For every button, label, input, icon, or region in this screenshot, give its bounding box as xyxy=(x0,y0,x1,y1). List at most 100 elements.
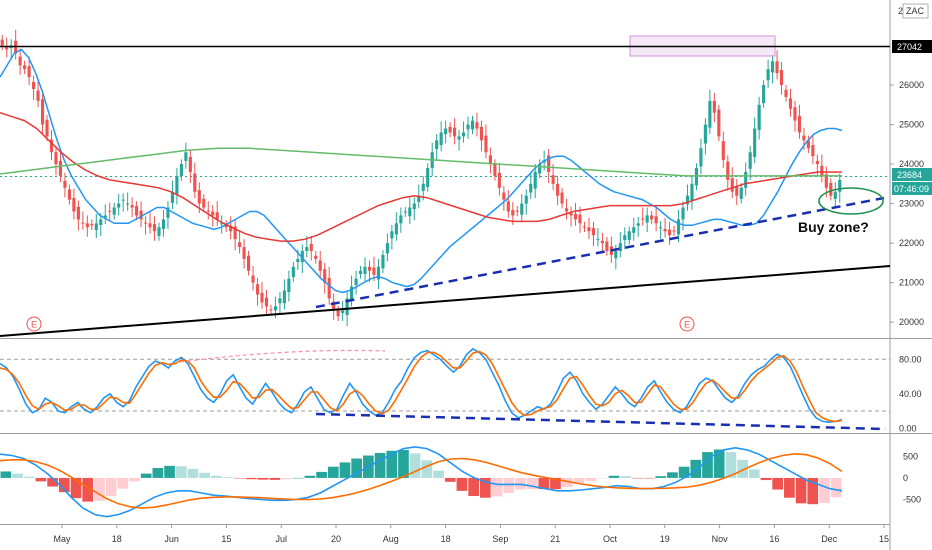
candle xyxy=(412,197,416,221)
candle-body xyxy=(27,66,31,78)
macd-histogram-bar xyxy=(246,477,257,480)
macd-histogram-bar xyxy=(456,477,468,491)
candle-body xyxy=(126,203,130,205)
macd-histogram-bar xyxy=(374,452,386,478)
candle-body xyxy=(838,179,842,192)
candle-body xyxy=(618,243,622,252)
candle-body xyxy=(461,132,466,137)
candle-body xyxy=(5,47,9,50)
candle-body xyxy=(676,219,681,235)
candle xyxy=(712,92,716,123)
candle xyxy=(81,211,85,230)
candle xyxy=(251,266,255,291)
candle-body xyxy=(596,239,600,241)
candle xyxy=(291,262,295,282)
earnings-marker-2[interactable]: E xyxy=(679,316,695,332)
candle-body xyxy=(193,173,197,192)
macd-histogram-bar xyxy=(795,477,807,504)
earnings-marker-1[interactable]: E xyxy=(26,316,42,332)
macd-histogram-bar xyxy=(608,475,620,478)
long-term-support-trendline xyxy=(0,265,891,337)
candle xyxy=(623,227,627,250)
candle-body xyxy=(278,298,282,304)
candle xyxy=(488,147,492,174)
candle-body xyxy=(40,99,45,125)
candle xyxy=(367,260,372,282)
macd-histogram-bar xyxy=(351,458,363,478)
candle xyxy=(255,277,260,306)
candle-body xyxy=(578,214,582,224)
candle xyxy=(775,50,779,80)
candle xyxy=(538,159,542,179)
macd-histogram-bar xyxy=(550,477,561,490)
candle-body xyxy=(188,156,192,172)
candle-body xyxy=(367,266,372,271)
candle-body xyxy=(721,141,725,161)
candle xyxy=(32,75,36,101)
time-axis-label: Dec xyxy=(821,534,838,544)
macd-histogram-bar xyxy=(468,477,479,497)
candle xyxy=(229,216,233,240)
macd-histogram-bar xyxy=(222,477,234,478)
candle-body xyxy=(412,203,416,210)
candle xyxy=(126,192,130,211)
candle xyxy=(318,251,322,279)
resistance-tag-text: 27042 xyxy=(897,42,922,52)
candle-body xyxy=(641,218,645,220)
macd-histogram-bar xyxy=(269,477,281,480)
time-axis-label: 15 xyxy=(879,534,889,544)
candle xyxy=(685,184,690,211)
candle xyxy=(466,116,470,139)
candle xyxy=(403,206,407,218)
candle-body xyxy=(475,122,479,129)
candle xyxy=(439,121,443,152)
candle-body xyxy=(538,164,542,174)
macd-histogram-bar xyxy=(234,477,246,479)
macd-histogram-bar xyxy=(117,477,129,489)
stochastic-trendline xyxy=(315,412,887,431)
candle-body xyxy=(417,195,421,203)
macd-histogram-bar xyxy=(538,477,550,490)
candle-body xyxy=(305,247,309,252)
price-axis-label: 22000 xyxy=(899,238,924,248)
candle-body xyxy=(0,39,4,46)
candle-body xyxy=(242,247,246,259)
candle xyxy=(0,34,4,51)
axes: 20000 21000 22000 23000 24000 25000 26000 0.00 4… xyxy=(53,80,924,544)
macd-axis-label: 0 xyxy=(903,473,908,483)
candle-body xyxy=(520,203,524,215)
candle xyxy=(161,209,166,237)
stochastic-axis-label: 40.00 xyxy=(899,389,922,399)
candle-body xyxy=(811,145,815,157)
macd-histogram-bar xyxy=(667,472,678,478)
candle-body xyxy=(829,183,833,196)
candle xyxy=(99,213,103,236)
candle xyxy=(282,279,286,310)
candle-body xyxy=(72,198,76,212)
candle xyxy=(587,217,591,240)
candle xyxy=(94,213,98,238)
candle-body xyxy=(668,229,672,236)
candle xyxy=(757,96,761,140)
candle xyxy=(591,221,595,247)
time-axis-label: Sep xyxy=(492,534,508,544)
macd-histogram-bar xyxy=(830,477,842,498)
candle-body xyxy=(569,213,573,216)
candle-body xyxy=(623,235,627,240)
price-axis-label: 25000 xyxy=(899,120,924,130)
stochastic-d-line xyxy=(0,350,843,423)
price-axis-label: 21000 xyxy=(899,278,924,288)
earnings-circle-2 xyxy=(679,316,695,332)
time-axis-label: Oct xyxy=(603,534,618,544)
candle xyxy=(461,121,466,143)
macd-histogram-bar xyxy=(433,470,444,478)
candle-body xyxy=(833,191,837,199)
candle-body xyxy=(36,90,40,101)
candle xyxy=(233,220,237,251)
candle-body xyxy=(788,98,793,109)
macd-histogram-bar xyxy=(304,475,316,478)
macd-histogram-bar xyxy=(281,477,292,480)
candle-body xyxy=(484,135,488,153)
candle-body xyxy=(636,223,640,226)
candle xyxy=(668,221,672,245)
